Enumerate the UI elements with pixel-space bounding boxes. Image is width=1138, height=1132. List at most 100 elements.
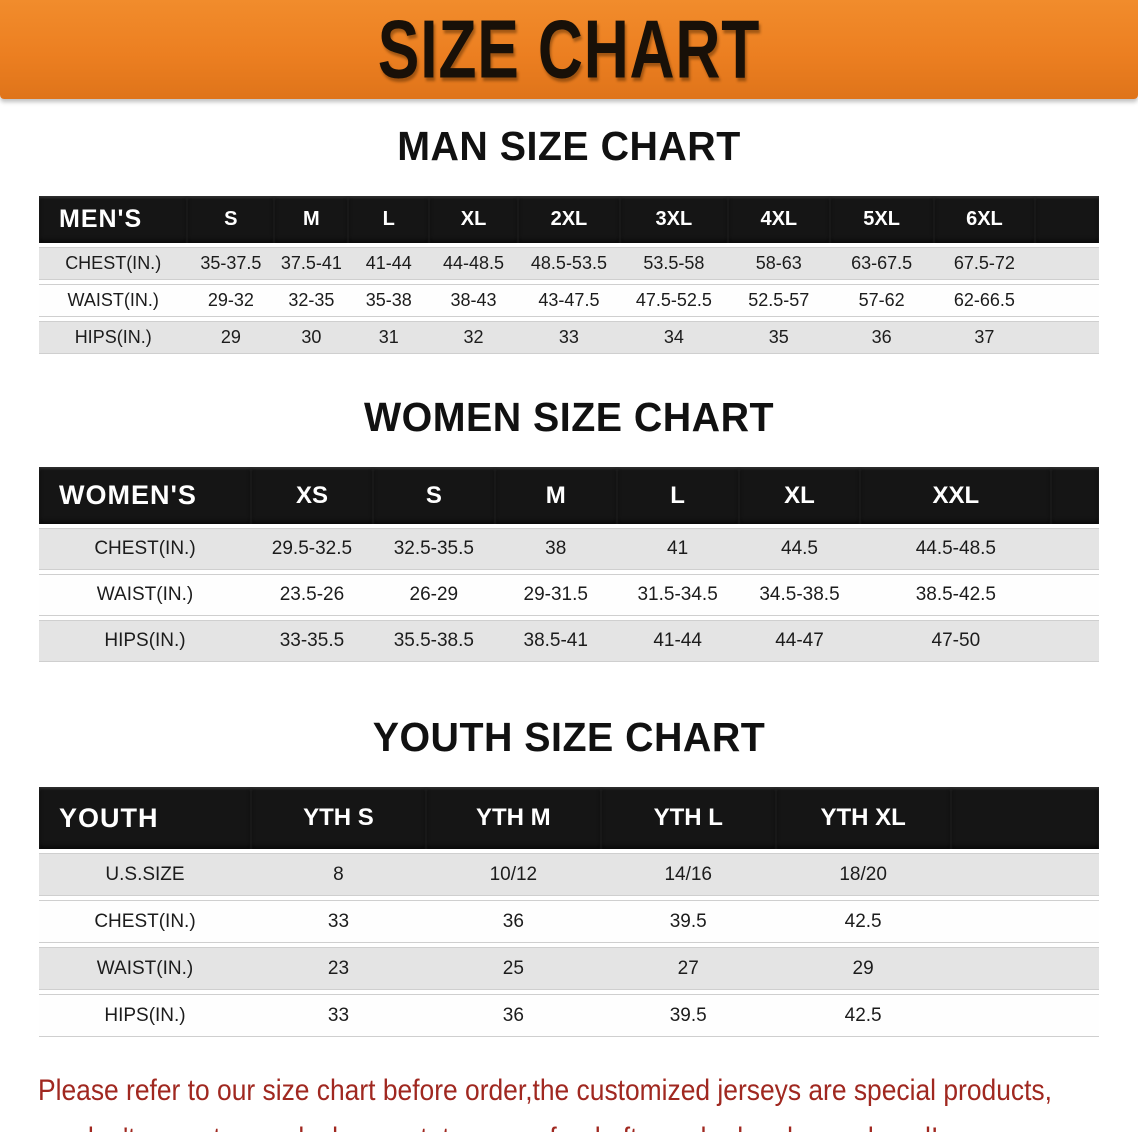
size-value-cell: 31.5-34.5: [616, 574, 739, 616]
size-value-cell: 8: [251, 853, 426, 896]
row-filler-cell: [1035, 284, 1099, 317]
size-value-cell: 39.5: [600, 994, 776, 1037]
size-value-cell: 42.5: [775, 900, 951, 943]
measurement-row: WAIST(IN.) 29-32 32-35 35-38 38-43 43-47.5 47.…: [39, 284, 1099, 317]
size-column-header: M: [494, 467, 617, 524]
row-label: WAIST(IN.): [39, 574, 251, 616]
size-column-header: M: [274, 196, 349, 243]
size-value-cell: 32.5-35.5: [372, 528, 495, 570]
row-label: HIPS(IN.): [39, 321, 188, 354]
measurement-row: U.S.SIZE 8 10/12 14/16 18/20: [39, 853, 1099, 896]
size-value-cell: 38.5-41: [494, 620, 617, 662]
disclaimer-text: Please refer to our size chart before or…: [38, 1067, 1052, 1132]
women-section-title: WOMEN SIZE CHART: [363, 394, 775, 440]
size-column-header: L: [616, 467, 739, 524]
table-header-row: MEN'S S M L XL 2XL 3XL 4XL 5XL 6XL: [39, 196, 1099, 243]
row-filler-cell: [1035, 321, 1099, 354]
row-label: CHEST(IN.): [39, 900, 251, 943]
row-filler-cell: [1051, 528, 1099, 570]
size-column-header: YTH XL: [775, 787, 951, 849]
measurement-row: CHEST(IN.) 29.5-32.5 32.5-35.5 38 41 44.5 44.5…: [39, 528, 1099, 570]
table-corner-label: WOMEN'S: [39, 467, 251, 524]
size-value-cell: 41: [616, 528, 739, 570]
youth-section-title: YOUTH SIZE CHART: [372, 714, 766, 760]
measurement-row: CHEST(IN.) 35-37.5 37.5-41 41-44 44-48.5 48.5…: [39, 247, 1099, 280]
size-value-cell: 29-31.5: [494, 574, 617, 616]
row-filler-cell: [950, 994, 1099, 1037]
size-value-cell: 29: [775, 947, 951, 990]
men-size-table: MEN'S S M L XL 2XL 3XL 4XL 5XL 6XL CHEST(IN.) 35-37…: [39, 192, 1099, 358]
row-filler-cell: [950, 947, 1099, 990]
size-value-cell: 35.5-38.5: [372, 620, 495, 662]
size-value-cell: 47.5-52.5: [619, 284, 728, 317]
size-value-cell: 38: [494, 528, 617, 570]
table-header-row: WOMEN'S XS S M L XL XXL: [39, 467, 1099, 524]
row-label: HIPS(IN.): [39, 620, 251, 662]
size-value-cell: 44.5-48.5: [860, 528, 1052, 570]
size-value-cell: 39.5: [600, 900, 776, 943]
size-value-cell: 33-35.5: [251, 620, 373, 662]
measurement-row: CHEST(IN.) 33 36 39.5 42.5: [39, 900, 1099, 943]
measurement-row: HIPS(IN.) 29 30 31 32 33 34 35 36 37: [39, 321, 1099, 354]
youth-size-table: YOUTH YTH S YTH M YTH L YTH XL U.S.SIZE 8 10/12…: [39, 783, 1099, 1041]
measurement-row: HIPS(IN.) 33 36 39.5 42.5: [39, 994, 1099, 1037]
size-value-cell: 33: [251, 994, 426, 1037]
row-label: CHEST(IN.): [39, 528, 251, 570]
size-value-cell: 18/20: [775, 853, 951, 896]
size-value-cell: 29.5-32.5: [251, 528, 373, 570]
row-label: WAIST(IN.): [39, 947, 251, 990]
size-value-cell: 36: [425, 900, 601, 943]
row-label: CHEST(IN.): [39, 247, 188, 280]
size-value-cell: 42.5: [775, 994, 951, 1037]
size-value-cell: 27: [600, 947, 776, 990]
size-value-cell: 43-47.5: [518, 284, 620, 317]
size-column-header: YTH L: [600, 787, 776, 849]
size-column-header: L: [348, 196, 430, 243]
size-value-cell: 29-32: [187, 284, 275, 317]
size-value-cell: 41-44: [616, 620, 739, 662]
size-value-cell: 32: [429, 321, 519, 354]
size-value-cell: 53.5-58: [619, 247, 728, 280]
size-value-cell: 35-38: [348, 284, 430, 317]
banner: SIZE CHART: [0, 0, 1138, 99]
size-value-cell: 35-37.5: [187, 247, 275, 280]
size-value-cell: 10/12: [425, 853, 601, 896]
size-column-header: S: [372, 467, 495, 524]
size-value-cell: 30: [274, 321, 349, 354]
size-value-cell: 25: [425, 947, 601, 990]
row-filler-cell: [1035, 247, 1099, 280]
row-label: U.S.SIZE: [39, 853, 251, 896]
size-value-cell: 52.5-57: [727, 284, 830, 317]
size-column-header: 3XL: [619, 196, 728, 243]
size-value-cell: 31: [348, 321, 430, 354]
size-value-cell: 23: [251, 947, 426, 990]
size-column-header: YTH S: [251, 787, 426, 849]
size-column-header: 6XL: [933, 196, 1036, 243]
size-value-cell: 58-63: [727, 247, 830, 280]
size-column-header: XL: [738, 467, 861, 524]
measurement-row: HIPS(IN.) 33-35.5 35.5-38.5 38.5-41 41-44 44-…: [39, 620, 1099, 662]
banner-title: SIZE CHART: [377, 2, 761, 96]
size-value-cell: 44-48.5: [429, 247, 519, 280]
size-column-header: XS: [251, 467, 373, 524]
size-value-cell: 44.5: [738, 528, 861, 570]
size-column-header: 2XL: [518, 196, 620, 243]
size-value-cell: 48.5-53.5: [518, 247, 620, 280]
size-column-header: YTH M: [425, 787, 601, 849]
size-value-cell: 62-66.5: [933, 284, 1036, 317]
measurement-row: WAIST(IN.) 23 25 27 29: [39, 947, 1099, 990]
size-value-cell: 29: [187, 321, 275, 354]
header-filler-cell: [1035, 196, 1099, 243]
size-value-cell: 34: [619, 321, 728, 354]
size-value-cell: 38-43: [429, 284, 519, 317]
size-value-cell: 63-67.5: [829, 247, 934, 280]
size-value-cell: 57-62: [829, 284, 934, 317]
header-filler-cell: [950, 787, 1099, 849]
size-column-header: 4XL: [727, 196, 830, 243]
size-value-cell: 67.5-72: [933, 247, 1036, 280]
measurement-row: WAIST(IN.) 23.5-26 26-29 29-31.5 31.5-34.5 34…: [39, 574, 1099, 616]
women-size-table: WOMEN'S XS S M L XL XXL CHEST(IN.) 29.5-32.5 32.5…: [39, 463, 1099, 666]
size-value-cell: 38.5-42.5: [860, 574, 1052, 616]
size-value-cell: 23.5-26: [251, 574, 373, 616]
